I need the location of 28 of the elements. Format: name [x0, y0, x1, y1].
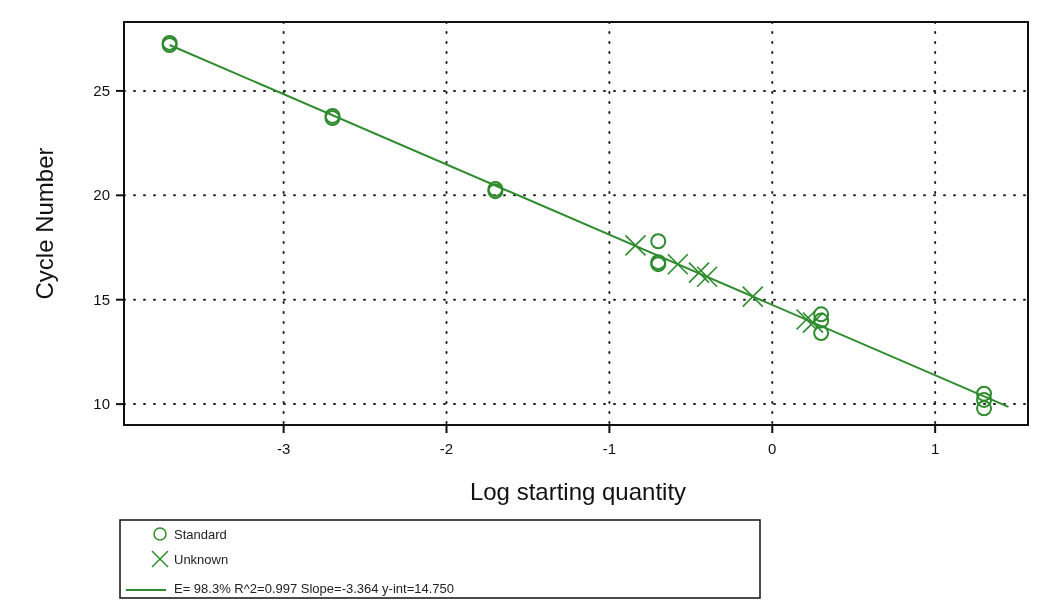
y-tick-label: 25 [93, 81, 110, 99]
y-tick-label: 15 [93, 290, 110, 308]
y-tick-label: 10 [93, 395, 110, 413]
point [624, 234, 647, 257]
point [813, 306, 830, 323]
x-tick-label: 0 [768, 440, 777, 457]
point [976, 400, 993, 417]
point [696, 265, 718, 288]
point [741, 285, 764, 308]
point [688, 261, 710, 284]
point [813, 312, 830, 329]
x-tick-label: 1 [930, 440, 940, 457]
legend-label: E= 98.3% R^2=0.997 Slope=-3.364 y-int=14.750 [174, 581, 455, 596]
point [650, 233, 667, 250]
y-axis-title: Cycle Number [31, 147, 58, 300]
y-tick-label: 20 [93, 186, 110, 204]
point [795, 308, 818, 331]
legend-label: Standard [174, 527, 227, 542]
x-tick-label: -1 [602, 440, 617, 457]
point [802, 311, 824, 334]
point [667, 253, 689, 276]
x-axis-title: Log starting quantity [469, 478, 687, 505]
legend-label: Unknown [174, 552, 229, 567]
x-tick-label: -2 [439, 440, 454, 457]
point [813, 325, 830, 342]
x-tick-label: -3 [276, 440, 291, 457]
point [976, 391, 993, 408]
point [976, 385, 993, 402]
